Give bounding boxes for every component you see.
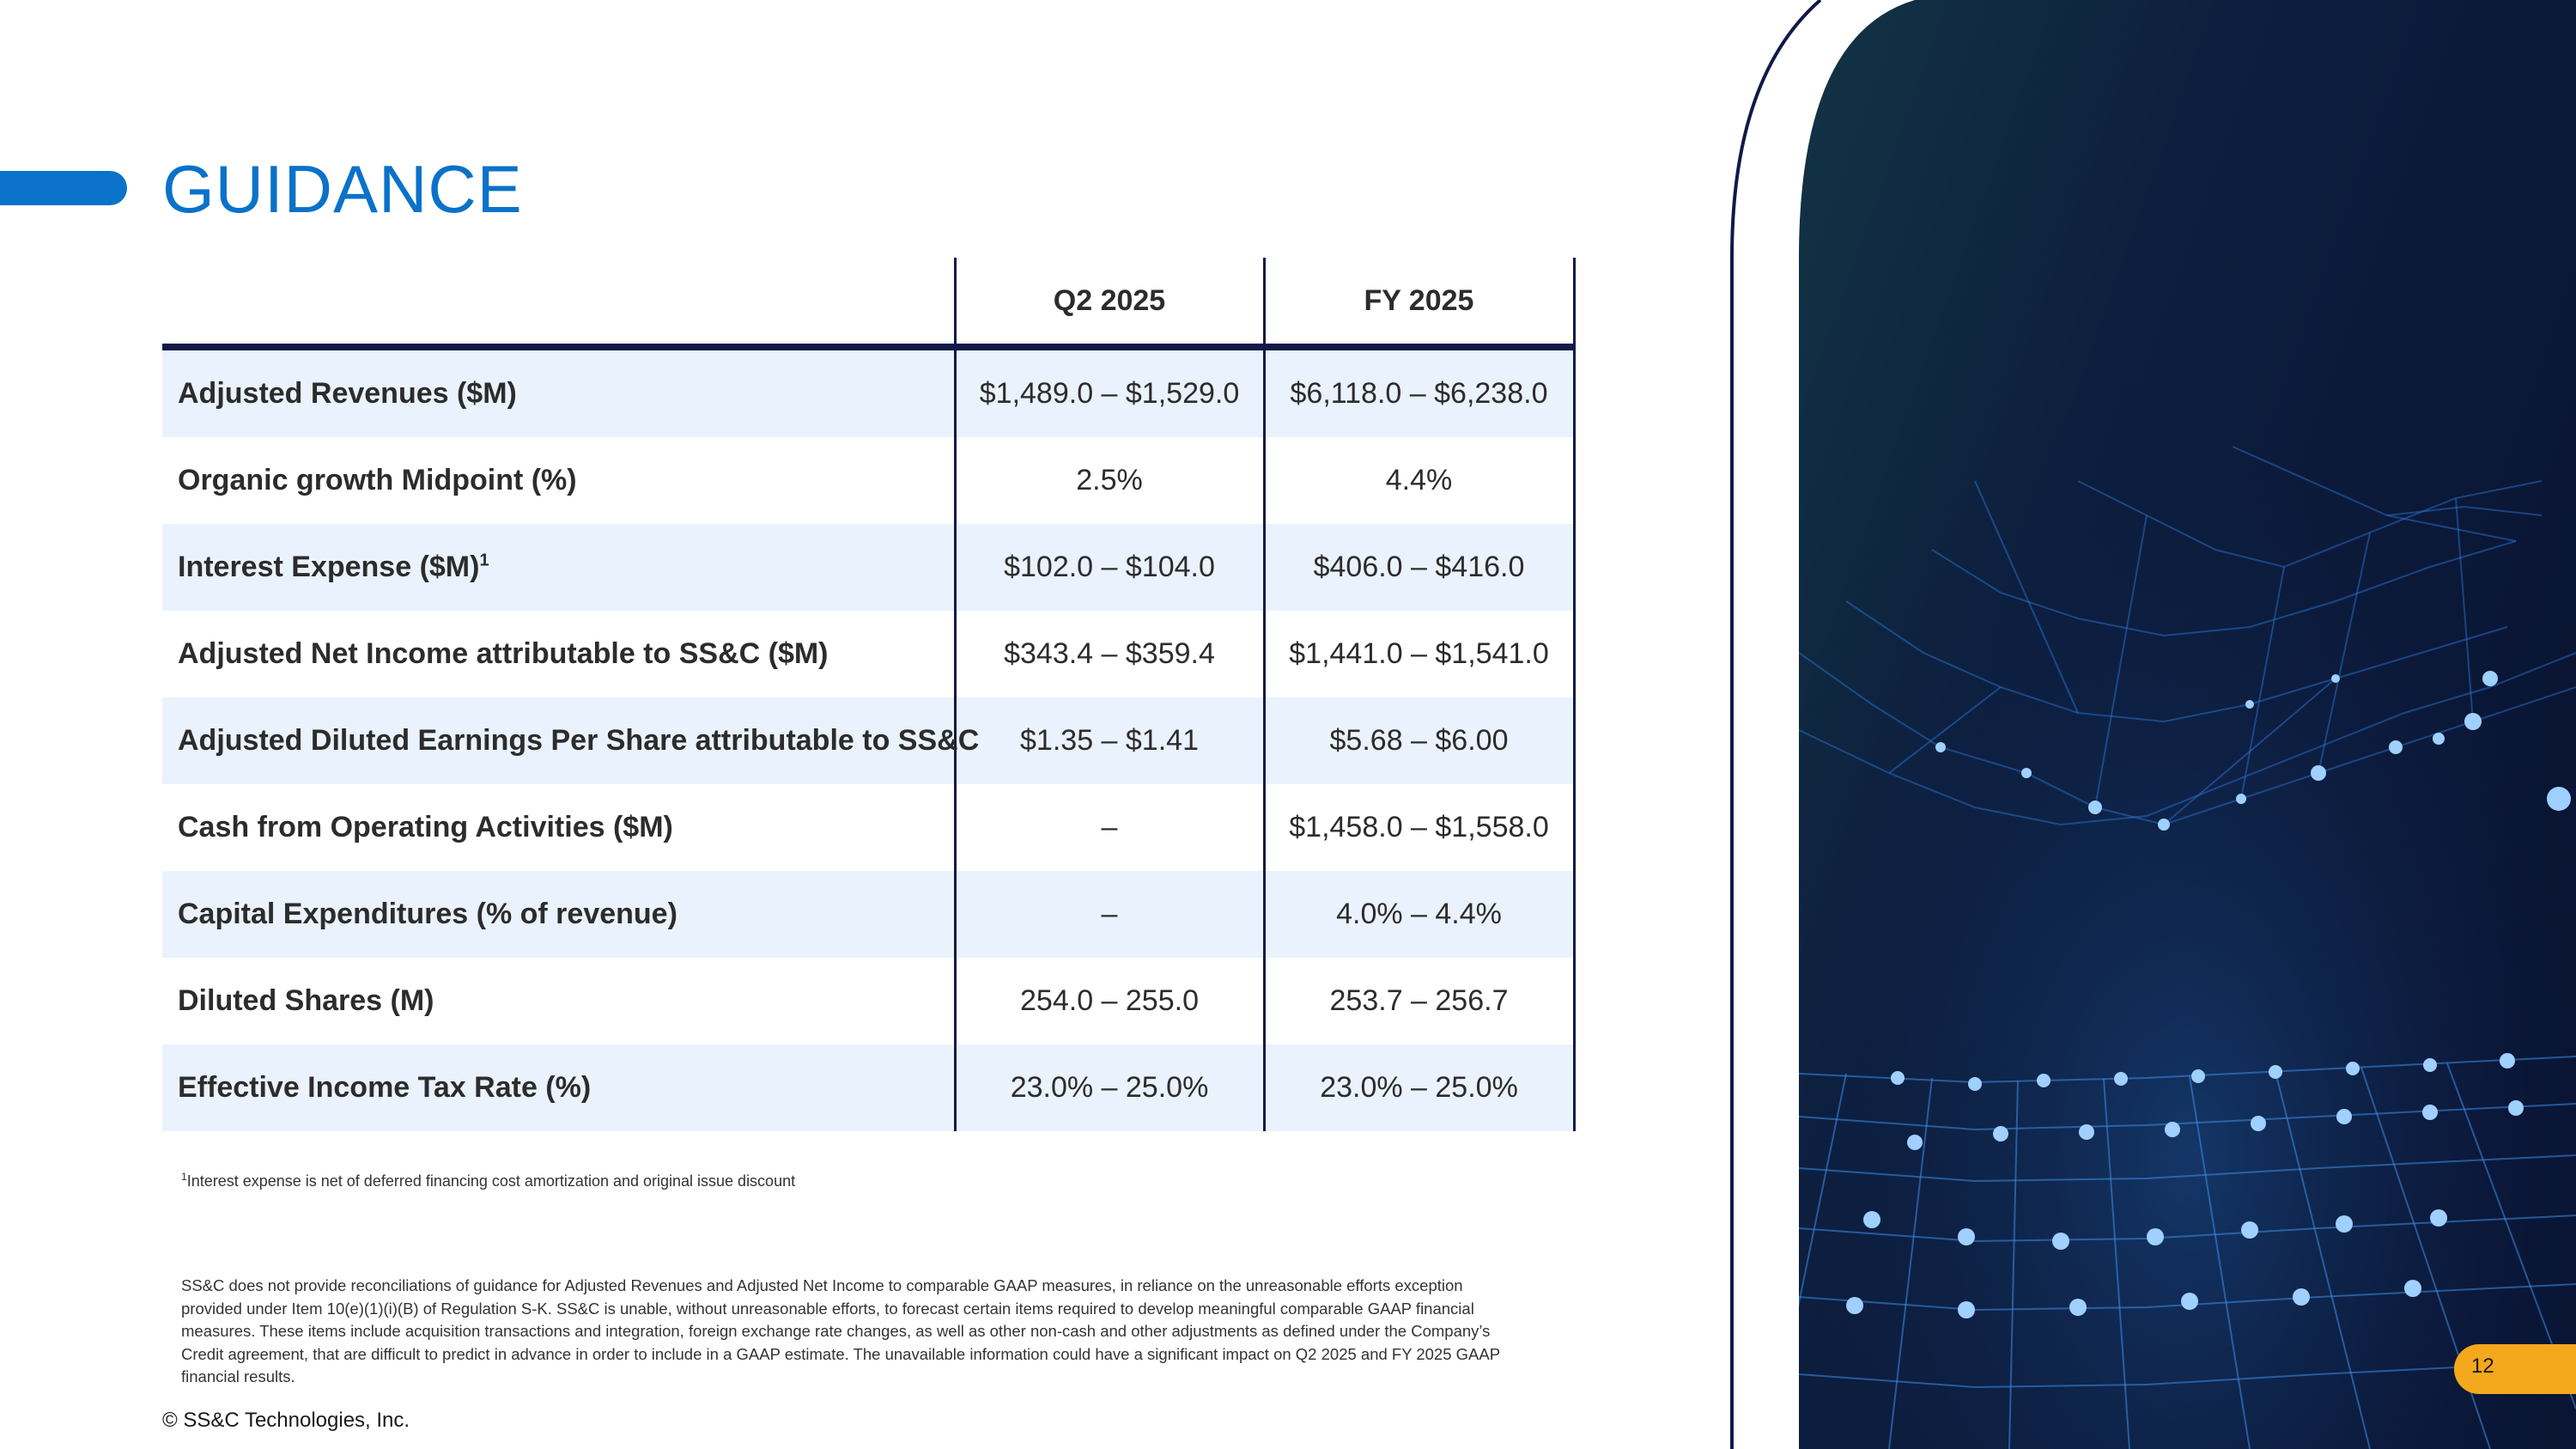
- table-header-row: Q2 2025 FY 2025: [162, 258, 1576, 350]
- row-q2-value: 2.5%: [955, 437, 1266, 524]
- row-q2-value: –: [955, 784, 1266, 871]
- footnote-text: Interest expense is net of deferred fina…: [186, 1172, 796, 1190]
- row-fy-value: 4.4%: [1264, 437, 1576, 524]
- row-label: Adjusted Net Income attributable to SS&C…: [162, 611, 957, 697]
- page-number: 12: [2471, 1355, 2494, 1378]
- row-q2-value: 23.0% – 25.0%: [955, 1044, 1266, 1131]
- guidance-table: Q2 2025 FY 2025 Adjusted Revenues ($M) $…: [162, 258, 1576, 1131]
- row-label: Adjusted Revenues ($M): [162, 347, 957, 437]
- row-label: Adjusted Diluted Earnings Per Share attr…: [162, 697, 979, 784]
- network-mesh-image: [1730, 0, 2576, 1449]
- table-row: Diluted Shares (M) 254.0 – 255.0 253.7 –…: [162, 958, 1576, 1044]
- disclaimer-text: SS&C does not provide reconciliations of…: [181, 1276, 1500, 1385]
- row-label: Diluted Shares (M): [162, 958, 957, 1044]
- footnote-number: 1: [181, 1171, 187, 1183]
- row-label: Effective Income Tax Rate (%): [162, 1044, 957, 1131]
- table-row: Cash from Operating Activities ($M) – $1…: [162, 784, 1576, 871]
- header-label: [162, 258, 957, 350]
- row-fy-value: $1,441.0 – $1,541.0: [1264, 611, 1576, 697]
- row-q2-value: –: [955, 871, 1266, 958]
- header-fy-2025: FY 2025: [1264, 258, 1576, 350]
- page-number-badge: [2454, 1344, 2576, 1394]
- row-q2-value: 254.0 – 255.0: [955, 958, 1266, 1044]
- table-row: Interest Expense ($M)1 $102.0 – $104.0 $…: [162, 524, 1576, 611]
- table-row: Adjusted Net Income attributable to SS&C…: [162, 611, 1576, 697]
- row-label: Organic growth Midpoint (%): [162, 437, 957, 524]
- table-row: Adjusted Diluted Earnings Per Share attr…: [162, 697, 1576, 784]
- row-q2-value: $343.4 – $359.4: [955, 611, 1266, 697]
- page-title: GUIDANCE: [162, 151, 523, 227]
- row-label: Capital Expenditures (% of revenue): [162, 871, 957, 958]
- table-row: Capital Expenditures (% of revenue) – 4.…: [162, 871, 1576, 958]
- row-fy-value: $1,458.0 – $1,558.0: [1264, 784, 1576, 871]
- row-label: Interest Expense ($M)1: [162, 524, 957, 611]
- row-q2-value: $1,489.0 – $1,529.0: [955, 347, 1266, 437]
- row-fy-value: $5.68 – $6.00: [1264, 697, 1576, 784]
- table-row: Effective Income Tax Rate (%) 23.0% – 25…: [162, 1044, 1576, 1131]
- footnote-marker: 1: [479, 551, 489, 570]
- row-fy-value: $406.0 – $416.0: [1264, 524, 1576, 611]
- row-label-text: Interest Expense ($M): [178, 551, 480, 583]
- title-accent-bar: [0, 171, 127, 205]
- row-fy-value: 4.0% – 4.4%: [1264, 871, 1576, 958]
- row-q2-value: $1.35 – $1.41: [955, 697, 1266, 784]
- row-label: Cash from Operating Activities ($M): [162, 784, 957, 871]
- header-q2-2025: Q2 2025: [955, 258, 1266, 350]
- table-row: Adjusted Revenues ($M) $1,489.0 – $1,529…: [162, 347, 1576, 437]
- row-fy-value: 23.0% – 25.0%: [1264, 1044, 1576, 1131]
- row-fy-value: $6,118.0 – $6,238.0: [1264, 347, 1576, 437]
- row-fy-value: 253.7 – 256.7: [1264, 958, 1576, 1044]
- footnote: 1Interest expense is net of deferred fin…: [181, 1171, 795, 1190]
- row-q2-value: $102.0 – $104.0: [955, 524, 1266, 611]
- copyright: © SS&C Technologies, Inc.: [162, 1409, 410, 1432]
- table-row: Organic growth Midpoint (%) 2.5% 4.4%: [162, 437, 1576, 524]
